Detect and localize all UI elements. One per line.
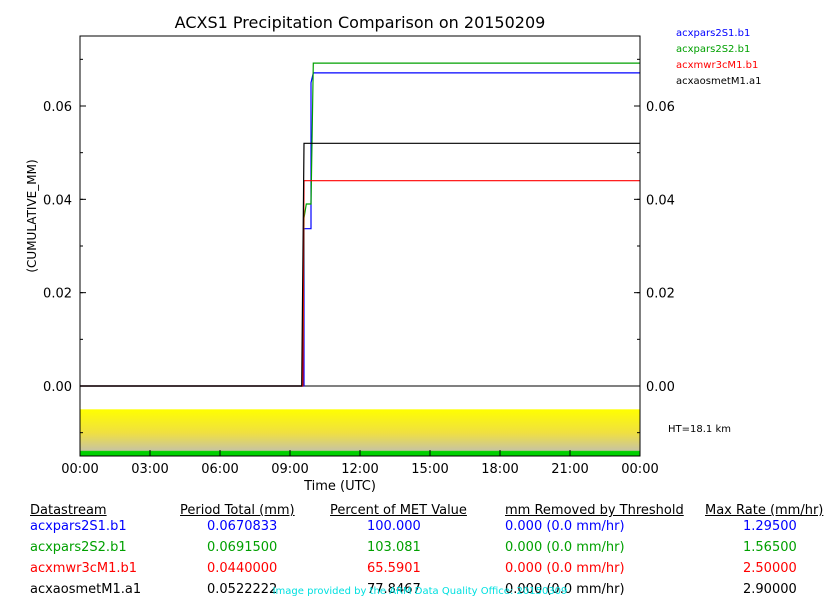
table-cell: 0.0440000	[207, 561, 278, 576]
legend-entry: acxpars2S1.b1	[676, 28, 750, 39]
legend-entry: acxpars2S2.b1	[676, 44, 750, 55]
series-line-acxaosmetM1.a1	[80, 142, 640, 387]
datastream-name: acxaosmetM1.a1	[30, 582, 142, 597]
footer-credit: Image provided by the ARM Data Quality O…	[272, 586, 568, 597]
plot-frame	[79, 35, 641, 457]
y-tick-label-right: 0.04	[646, 193, 675, 208]
y-axis-label: (CUMULATIVE_MM)	[25, 159, 39, 272]
table-header: mm Removed by Threshold	[505, 503, 684, 518]
y-tick-label-right: 0.02	[646, 287, 675, 302]
table-cell: 65.5901	[367, 561, 421, 576]
x-tick-label: 09:00	[271, 462, 308, 477]
chart-title: ACXS1 Precipitation Comparison on 201502…	[175, 13, 546, 32]
legend-entry: acxaosmetM1.a1	[676, 76, 761, 87]
precipitation-chart: ACXS1 Precipitation Comparison on 201502…	[25, 13, 761, 494]
x-tick-label: 18:00	[481, 462, 518, 477]
table-cell: 0.000 (0.0 mm/hr)	[505, 540, 625, 555]
table-cell: 0.000 (0.0 mm/hr)	[505, 561, 625, 576]
x-tick-label: 00:00	[61, 462, 98, 477]
x-tick-label: 12:00	[341, 462, 378, 477]
x-tick-label: 06:00	[201, 462, 238, 477]
table-cell: 1.56500	[743, 540, 797, 555]
table-cell: 0.0691500	[207, 540, 278, 555]
quality-band	[80, 409, 640, 456]
table-cell: 0.0670833	[207, 519, 278, 534]
table-cell: 0.000 (0.0 mm/hr)	[505, 582, 625, 597]
y-tick-label-left: 0.02	[43, 287, 72, 302]
y-tick-label-left: 0.06	[43, 100, 72, 115]
series-line-acxpars2S1.b1	[80, 72, 640, 387]
table-header: Max Rate (mm/hr)	[705, 503, 824, 518]
table-cell: 100.000	[367, 519, 421, 534]
y-tick-label-right: 0.06	[646, 100, 675, 115]
table-cell: 103.081	[367, 540, 421, 555]
datastream-name: acxmwr3cM1.b1	[30, 561, 138, 576]
x-tick-label: 03:00	[131, 462, 168, 477]
y-tick-label-left: 0.04	[43, 193, 72, 208]
table-cell: 1.29500	[743, 519, 797, 534]
legend-entry: acxmwr3cM1.b1	[676, 60, 758, 71]
x-tick-label: 15:00	[411, 462, 448, 477]
series-line-acxpars2S2.b1	[80, 62, 640, 387]
x-tick-label: 21:00	[551, 462, 588, 477]
x-tick-label: 00:00	[621, 462, 658, 477]
table-header: Datastream	[30, 503, 107, 518]
table-cell: 0.000 (0.0 mm/hr)	[505, 519, 625, 534]
height-annotation: HT=18.1 km	[668, 424, 731, 435]
datastream-name: acxpars2S1.b1	[30, 519, 127, 534]
datastream-name: acxpars2S2.b1	[30, 540, 127, 555]
x-axis-label: Time (UTC)	[303, 479, 376, 494]
table-header: Period Total (mm)	[180, 503, 295, 518]
table-header: Percent of MET Value	[330, 503, 467, 518]
table-cell: 0.0522222	[207, 582, 278, 597]
table-cell: 77.8467	[367, 582, 421, 597]
y-tick-label-right: 0.00	[646, 380, 675, 395]
y-tick-label-left: 0.00	[43, 380, 72, 395]
series-line-acxmwr3cM1.b1	[80, 180, 640, 387]
table-cell: 2.50000	[743, 561, 797, 576]
table-cell: 2.90000	[743, 582, 797, 597]
